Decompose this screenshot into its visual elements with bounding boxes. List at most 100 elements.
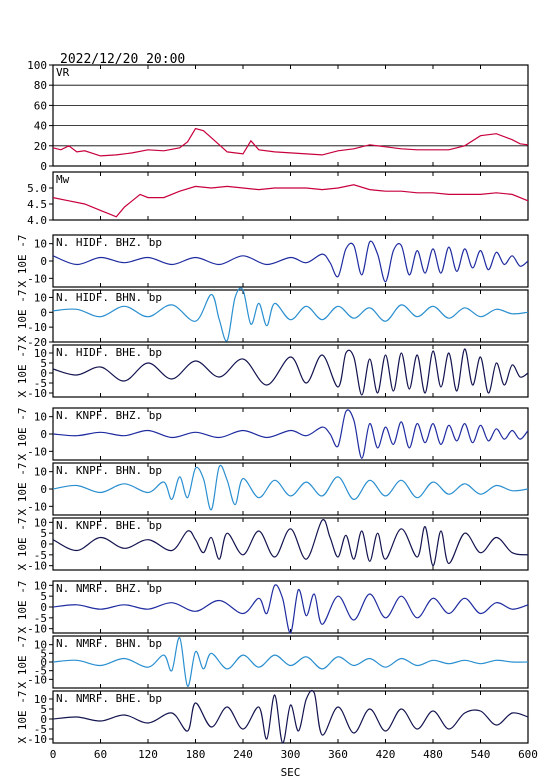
series-line [52, 348, 529, 396]
y-tick-label: 0 [40, 367, 47, 380]
series-line [52, 519, 529, 567]
y-tick-label: 0 [40, 713, 47, 726]
panel-label: N. NMRF. BHE. bp [56, 692, 162, 705]
x-tick-label: 240 [233, 748, 253, 761]
panel-6: 10 0 -10 N. KNPF. BHN. bp X 10E -7 [16, 462, 529, 516]
series-line [52, 287, 529, 342]
y-tick-label: 40 [34, 120, 47, 133]
series-line [52, 689, 529, 744]
x-tick-label: 120 [138, 748, 158, 761]
y-tick-label: 100 [27, 59, 47, 72]
x-tick-label: 540 [471, 748, 491, 761]
y-tick-label: -10 [27, 560, 47, 573]
y-tick-label: 20 [34, 140, 47, 153]
x-axis-label: SEC [281, 766, 301, 779]
unit-label: X 10E -7 [16, 463, 29, 516]
y-tick-label: -10 [27, 673, 47, 686]
panel-label: N. KNPF. BHZ. bp [56, 409, 162, 422]
y-tick-label: 0 [40, 255, 47, 268]
y-tick-label: 4.5 [27, 198, 47, 211]
x-tick-label: 480 [423, 748, 443, 761]
y-tick-label: 0 [40, 428, 47, 441]
panel-label: Mw [56, 173, 70, 186]
y-tick-label: -10 [27, 387, 47, 400]
y-tick-label: 10 [34, 579, 47, 592]
y-tick-label: -5 [34, 723, 47, 736]
panel-label: N. KNPF. BHN. bp [56, 464, 162, 477]
panel-1: 4.0 4.5 5.0 Mw [27, 171, 529, 227]
x-tick-label: 420 [376, 748, 396, 761]
y-tick-label: 10 [34, 411, 47, 424]
y-tick-label: -10 [27, 500, 47, 513]
panel-5: 10 0 -10 N. KNPF. BHZ. bp X 10E -7 [16, 407, 529, 461]
series-line [52, 240, 529, 283]
panel-0: 0 20 40 60 80 100 VR [27, 59, 529, 173]
y-tick-label: 10 [34, 291, 47, 304]
y-tick-label: 80 [34, 79, 47, 92]
y-tick-label: -10 [27, 623, 47, 636]
unit-label: X 10E -7 [16, 636, 29, 689]
y-tick-label: 10 [34, 639, 47, 652]
unit-label: X 10E -7 [16, 290, 29, 343]
series-line [52, 127, 529, 157]
panel-label: N. HIDF. BHZ. bp [56, 236, 162, 249]
timestamp-label: 2022/12/20 20:00 [60, 52, 185, 67]
series-line [52, 584, 529, 634]
y-tick-label: 5 [40, 647, 47, 660]
y-tick-label: -20 [27, 336, 47, 349]
unit-label: X 10E -7 [16, 691, 29, 744]
x-tick-label: 0 [50, 748, 57, 761]
y-tick-label: 4.0 [27, 214, 47, 227]
y-tick-label: -10 [27, 445, 47, 458]
y-tick-label: 5 [40, 703, 47, 716]
y-tick-label: 10 [34, 516, 47, 529]
y-tick-label: -5 [34, 612, 47, 625]
series-line [52, 464, 529, 511]
series-line [52, 409, 529, 459]
panel-label: N. HIDF. BHE. bp [56, 346, 162, 359]
y-tick-label: 5 [40, 527, 47, 540]
unit-label: X 10E -7 [16, 518, 29, 571]
panel-3: 10 0 -10 -20 N. HIDF. BHN. bp X 10E -7 [16, 287, 529, 349]
y-tick-label: 10 [34, 238, 47, 251]
y-tick-label: -5 [34, 665, 47, 678]
x-tick-label: 60 [94, 748, 107, 761]
y-tick-label: 5 [40, 357, 47, 370]
panel-2: 10 0 -10 N. HIDF. BHZ. bp X 10E -7 [16, 234, 529, 288]
y-tick-label: -5 [34, 377, 47, 390]
y-tick-label: 10 [34, 693, 47, 706]
x-tick-label: 180 [186, 748, 206, 761]
y-tick-label: -10 [27, 321, 47, 334]
y-tick-label: 5.0 [27, 182, 47, 195]
unit-label: X 10E -7 [16, 345, 29, 398]
y-tick-label: 0 [40, 656, 47, 669]
y-tick-label: -10 [27, 733, 47, 746]
y-tick-label: 0 [40, 483, 47, 496]
unit-label: X 10E -7 [16, 581, 29, 634]
y-tick-label: 60 [34, 99, 47, 112]
series-line [52, 637, 529, 687]
panel-frame [52, 171, 529, 221]
y-tick-label: 5 [40, 590, 47, 603]
series-line [52, 184, 529, 218]
panel-label: VR [56, 66, 70, 79]
x-tick-label: 600 [518, 748, 538, 761]
y-tick-label: -10 [27, 272, 47, 285]
panel-frame [52, 64, 529, 167]
panel-label: N. KNPF. BHE. bp [56, 519, 162, 532]
y-tick-label: 0 [40, 160, 47, 173]
panel-label: N. HIDF. BHN. bp [56, 291, 162, 304]
y-tick-label: 0 [40, 538, 47, 551]
x-tick-label: 300 [281, 748, 301, 761]
y-tick-label: 0 [40, 601, 47, 614]
panel-label: N. NMRF. BHN. bp [56, 637, 162, 650]
unit-label: X 10E -7 [16, 235, 29, 288]
y-tick-label: 0 [40, 306, 47, 319]
unit-label: X 10E -7 [16, 408, 29, 461]
x-tick-label: 360 [328, 748, 348, 761]
